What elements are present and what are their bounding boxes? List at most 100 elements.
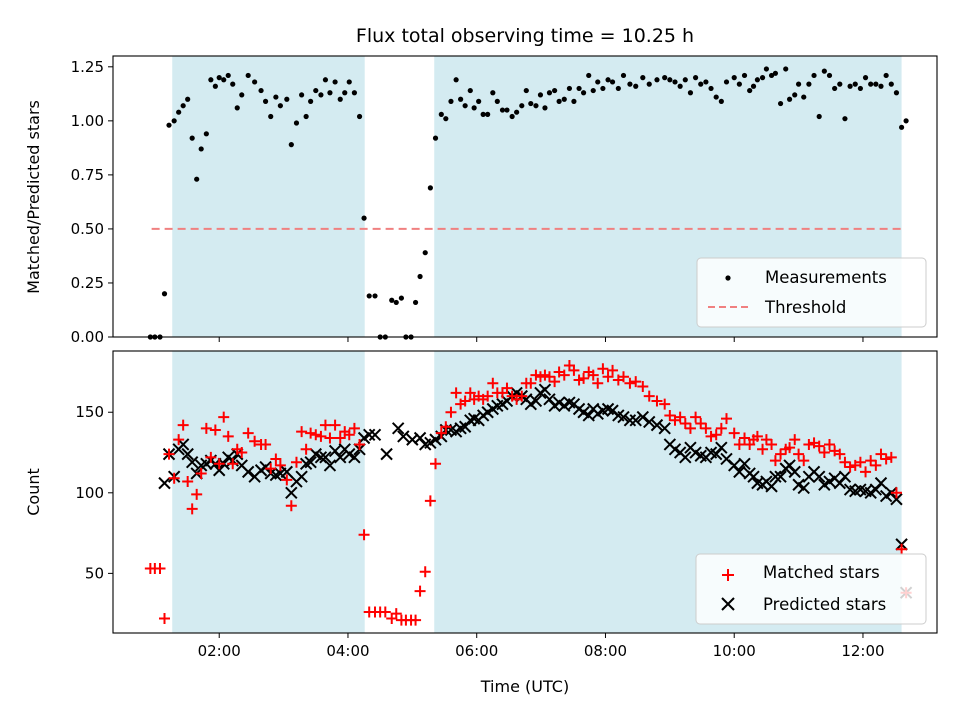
matched-star-point [195,467,207,479]
measurement-point [180,103,186,109]
matched-star-point [751,430,763,442]
measurement-point [245,72,251,79]
matched-star-point [315,430,327,442]
bottom-axis-ticks: 50 100 150 02:00 04:00 06:00 08:00 10:00 12:00 [75,403,884,660]
measurement-point [499,107,506,113]
measurement-point [580,90,587,96]
measurement-point [627,81,633,87]
measurement-point [750,83,757,89]
measurement-point [194,176,200,182]
matched-star-point [168,472,180,484]
measurement-point [763,66,770,72]
measurement-point [208,77,214,83]
matched-star-point [784,442,796,454]
predicted-star-point [295,470,308,483]
predicted-star-point [363,428,376,442]
predicted-star-point [158,476,171,490]
matched-star-point [664,409,676,421]
matched-star-point [270,453,282,465]
matched-star-point [760,434,772,446]
matched-legend-label: Matched stars [763,563,880,582]
y-tick-label: 0.75 [71,166,104,184]
y-tick-label: 1.00 [71,112,104,130]
y-tick-label: 0.25 [71,274,104,292]
y-tick-label: 0.50 [71,220,104,238]
measurement-point [332,79,338,85]
measurement-point [741,72,748,79]
measurement-point [443,116,449,122]
predicted-star-point [890,493,903,506]
measurement-point [620,72,627,79]
matched-star-point [679,418,691,430]
measurement-point [356,113,363,120]
top-legend-box [696,257,927,328]
measurement-point [667,77,673,83]
y-tick-label: 100 [75,484,104,502]
matched-star-point [674,411,686,423]
bottom-legend-box [695,553,927,625]
predicted-legend-marker [721,597,735,611]
measurement-point [490,90,496,96]
matched-star-point [720,413,732,425]
measurement-point [432,135,439,141]
measurement-point [523,87,529,94]
matched-star-point [643,390,655,402]
matched-star-point [435,427,447,439]
matched-star-point [419,566,431,578]
measurement-point [837,81,843,87]
matched-star-point [348,422,360,434]
matched-star-point [265,463,277,475]
matched-star-point [173,434,185,446]
matched-star-point [617,371,629,383]
matched-star-point [205,451,217,463]
measurement-point [768,72,775,79]
measurement-point [868,81,874,87]
measurement-point [528,100,534,107]
predicted-star-point [788,465,801,479]
measurement-point [586,72,592,79]
matched-star-point [209,424,221,436]
predicted-star-point [812,470,826,483]
matched-star-point [249,435,261,447]
measurement-point [342,90,348,96]
matched-star-point [769,455,781,467]
measurement-point [234,105,240,111]
predicted-star-point [241,465,255,479]
predicted-star-point [538,383,552,396]
measurement-point [268,113,274,120]
measurement-point [801,94,807,100]
predicted-star-point [280,465,294,479]
measurement-point [873,81,879,87]
measurement-point [677,83,683,89]
measurement-point [893,90,900,96]
matched-star-point [659,398,671,410]
predicted-star-point [368,428,382,442]
matched-star-point [803,438,815,450]
measurement-point [225,72,231,79]
measurement-point [458,96,464,102]
bottom-panel-counts: 50 100 150 02:00 04:00 06:00 08:00 10:00 12:00 C… [24,350,938,696]
matched-star-point [839,456,851,468]
measurement-point [485,111,491,117]
matched-star-point [440,421,452,433]
matched-star-point [896,543,908,555]
measurement-point [786,96,793,102]
matched-star-point [700,422,712,434]
matched-star-point [525,377,537,389]
predicted-star-point [650,418,664,432]
matched-star-point [818,447,830,459]
predicted-star-point [774,470,787,483]
measurement-point [723,79,730,85]
matched-star-point [860,466,872,478]
measurement-point [605,77,611,83]
measurement-point [646,81,652,87]
x-tick-label: 06:00 [455,642,498,660]
measurement-point [898,124,905,130]
y-tick-label: 0.00 [71,328,104,346]
measurement-point [672,79,678,85]
measurement-point [662,75,668,81]
measurement-point [262,98,269,104]
measurement-point [318,92,324,98]
predicted-star-point [623,414,637,427]
measurement-point [590,87,596,94]
